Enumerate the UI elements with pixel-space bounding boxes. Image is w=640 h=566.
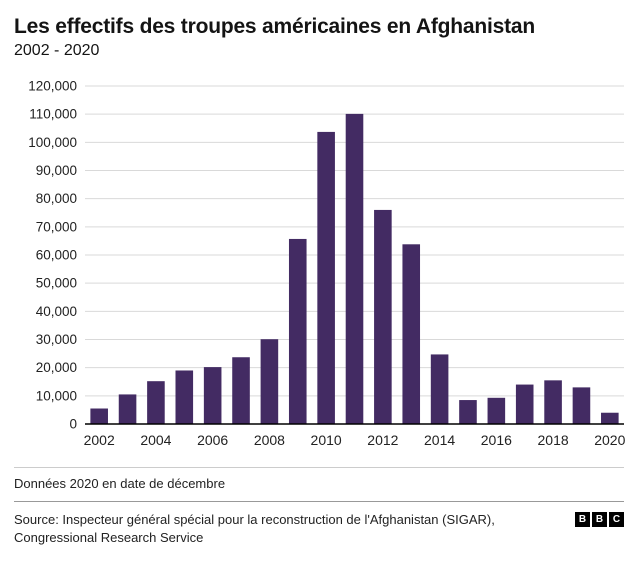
bar-2003 [118, 394, 137, 424]
bar-2019 [572, 387, 591, 424]
bar-chart-svg: 0 10,000 20,000 30,000 40,000 50,000 60,000 70,… [28, 78, 625, 448]
bbc-logo-block-2: B [592, 511, 607, 527]
bar-2006 [203, 367, 222, 424]
y-tick-label: 30,000 [36, 332, 77, 347]
bar-2011 [345, 113, 364, 424]
source-row: Source: Inspecteur général spécial pour … [14, 511, 624, 546]
y-tick-label: 90,000 [36, 163, 77, 178]
data-note: Données 2020 en date de décembre [14, 475, 226, 491]
bar-2010 [317, 131, 335, 424]
y-tick-label: 60,000 [36, 247, 77, 262]
bar-2009 [288, 238, 307, 424]
y-tick-label: 50,000 [36, 276, 77, 291]
x-tick-label: 2012 [367, 432, 398, 448]
x-tick-label: 2008 [254, 432, 285, 448]
bar-2008 [260, 339, 279, 424]
bar-2016 [487, 397, 506, 424]
y-tick-label: 10,000 [36, 388, 77, 403]
x-tick-label: 2004 [140, 432, 171, 448]
chart-title: Les effectifs des troupes américaines en… [14, 15, 535, 38]
bar-chart: 0 10,000 20,000 30,000 40,000 50,000 60,000 70,… [0, 66, 640, 457]
bbc-logo-block-3: C [609, 511, 624, 527]
y-tick-label: 0 [69, 416, 77, 431]
bar-2002 [90, 408, 108, 424]
x-tick-label: 2006 [197, 432, 228, 448]
x-tick-label: 2020 [594, 432, 625, 448]
x-tick-label: 2002 [84, 432, 115, 448]
x-tick-label: 2014 [424, 432, 455, 448]
note-divider [14, 466, 624, 468]
bbc-logo: B B C [575, 511, 624, 527]
bbc-logo-block-1: B [575, 511, 590, 527]
x-tick-label: 2018 [538, 432, 569, 448]
y-tick-label: 70,000 [36, 219, 77, 234]
chart-subtitle: 2002 - 2020 [14, 42, 100, 60]
y-tick-label: 120,000 [28, 78, 77, 93]
bar-2015 [459, 400, 477, 424]
y-tick-label: 40,000 [36, 304, 77, 319]
y-tick-label: 20,000 [36, 360, 77, 375]
bar-2012 [374, 209, 392, 424]
y-tick-label: 110,000 [29, 107, 77, 122]
bar-2004 [147, 381, 165, 424]
bar-2018 [544, 380, 562, 424]
x-tick-label: 2016 [481, 432, 512, 448]
bar-2005 [175, 370, 194, 424]
bar-2014 [430, 354, 449, 424]
bar-2013 [402, 244, 421, 424]
bar-2020 [601, 412, 619, 424]
source-divider [14, 500, 624, 502]
y-tick-label: 100,000 [28, 135, 77, 150]
y-tick-label: 80,000 [36, 191, 77, 206]
x-tick-label: 2010 [311, 432, 342, 448]
bar-2007 [232, 357, 250, 424]
chart-footer: Données 2020 en date de décembre Source:… [0, 466, 640, 546]
chart-header: Les effectifs des troupes américaines en… [0, 12, 640, 62]
source-text: Source: Inspecteur général spécial pour … [14, 511, 495, 545]
bar-2017 [515, 384, 534, 424]
